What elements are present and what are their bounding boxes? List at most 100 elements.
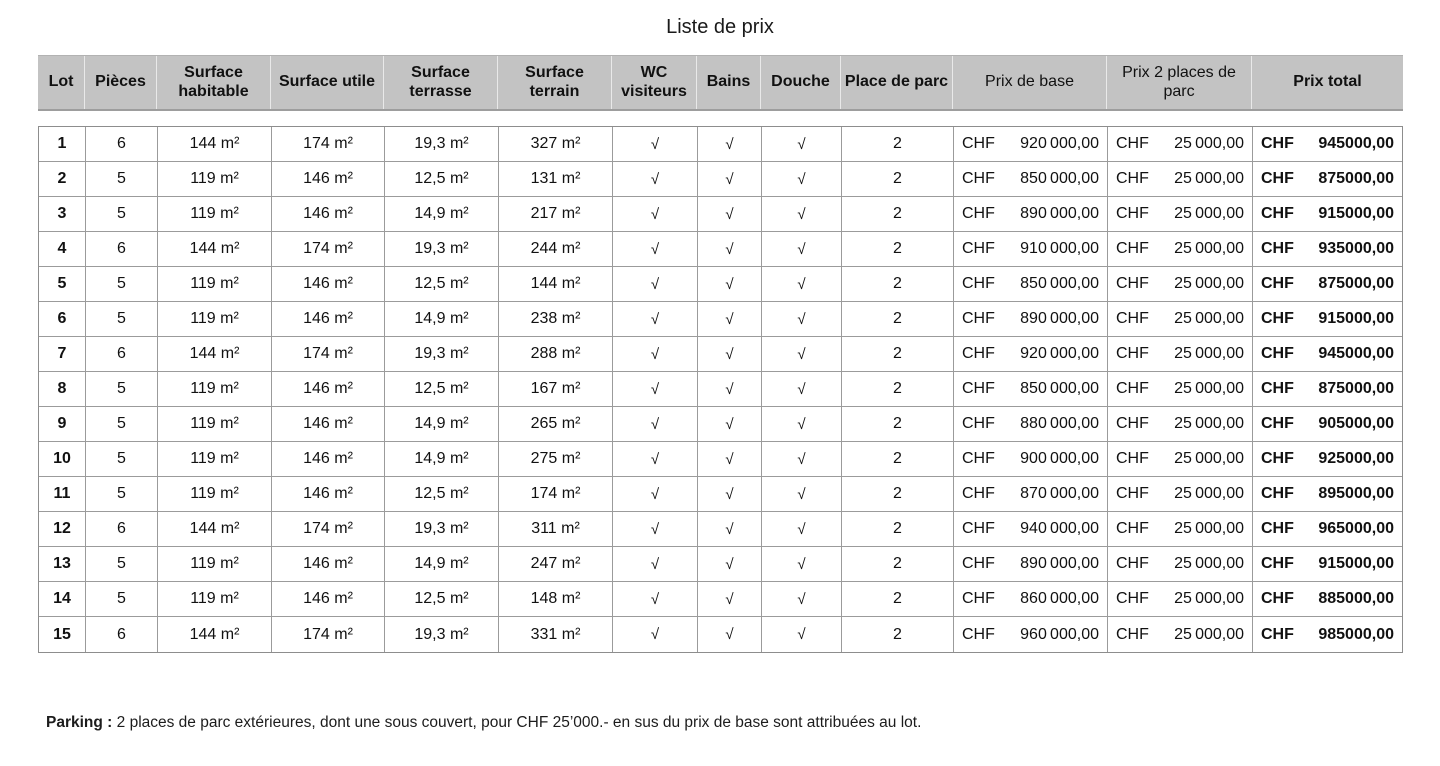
cell-lot: 13: [53, 555, 71, 572]
amount-value: 25 000,00: [1174, 275, 1244, 292]
amount-value: 890 000,00: [1020, 205, 1099, 222]
cell-place-de-parc: 2: [841, 232, 953, 266]
table-row: 6 5 119 m² 146 m² 14,9 m² 238 m² √ √ √ 2 CHF 890 00…: [39, 302, 1402, 337]
cell-pieces: 6: [85, 337, 157, 371]
cell-lot: 1: [57, 135, 67, 152]
cell-pieces: 6: [85, 512, 157, 546]
column-header-lot: Lot: [48, 73, 74, 91]
cell-surface-habitable: 119 m²: [157, 372, 271, 406]
cell-lot: 12: [53, 520, 71, 537]
amount-value: 885000,00: [1318, 590, 1394, 607]
cell-douche: √: [761, 407, 841, 441]
currency-label: CHF: [962, 345, 995, 362]
cell-surface-utile: 146 m²: [271, 162, 384, 196]
currency-label: CHF: [962, 310, 995, 327]
cell-prix-total: CHF 925000,00: [1252, 442, 1402, 476]
currency-label: CHF: [1261, 310, 1294, 327]
cell-surface-terrain: 217 m²: [498, 197, 612, 231]
currency-label: CHF: [962, 415, 995, 432]
currency-label: CHF: [1261, 555, 1294, 572]
cell-bains: √: [697, 267, 761, 301]
column-header-pieces: Pièces: [84, 56, 156, 109]
cell-prix-total: CHF 915000,00: [1252, 547, 1402, 581]
cell-lot: 11: [53, 485, 71, 502]
amount-value: 890 000,00: [1020, 310, 1099, 327]
cell-surface-terrasse: 12,5 m²: [384, 582, 498, 616]
cell-surface-terrain: 244 m²: [498, 232, 612, 266]
cell-place-de-parc: 2: [841, 127, 953, 161]
amount-value: 25 000,00: [1174, 205, 1244, 222]
amount-value: 25 000,00: [1174, 170, 1244, 187]
column-header-douche: Douche: [760, 56, 840, 109]
cell-surface-terrain: 265 m²: [498, 407, 612, 441]
amount-value: 965000,00: [1318, 520, 1394, 537]
cell-prix-2-places: CHF 25 000,00: [1107, 267, 1252, 301]
cell-surface-habitable: 144 m²: [157, 337, 271, 371]
cell-bains: √: [697, 407, 761, 441]
cell-place-de-parc: 2: [841, 547, 953, 581]
cell-surface-terrasse: 19,3 m²: [384, 232, 498, 266]
cell-place-de-parc: 2: [841, 162, 953, 196]
cell-douche: √: [761, 547, 841, 581]
cell-prix-de-base: CHF 920 000,00: [953, 337, 1107, 371]
cell-wc-visiteurs: √: [612, 512, 697, 546]
cell-pieces: 6: [85, 127, 157, 161]
cell-surface-habitable: 119 m²: [157, 442, 271, 476]
table-row: 13 5 119 m² 146 m² 14,9 m² 247 m² √ √ √ 2 CHF 890 0…: [39, 547, 1402, 582]
currency-label: CHF: [1116, 310, 1149, 327]
currency-label: CHF: [962, 170, 995, 187]
cell-prix-total: CHF 945000,00: [1252, 337, 1402, 371]
cell-surface-terrain: 288 m²: [498, 337, 612, 371]
cell-pieces: 6: [85, 232, 157, 266]
table-row: 11 5 119 m² 146 m² 12,5 m² 174 m² √ √ √ 2 CHF 870 0…: [39, 477, 1402, 512]
cell-prix-de-base: CHF 960 000,00: [953, 617, 1107, 652]
column-header-prix-2-places: Prix 2 places de parc: [1106, 56, 1251, 109]
cell-douche: √: [761, 582, 841, 616]
amount-value: 920 000,00: [1020, 345, 1099, 362]
cell-douche: √: [761, 267, 841, 301]
cell-prix-de-base: CHF 880 000,00: [953, 407, 1107, 441]
cell-douche: √: [761, 162, 841, 196]
amount-value: 875000,00: [1318, 275, 1394, 292]
table-row: 12 6 144 m² 174 m² 19,3 m² 311 m² √ √ √ 2 CHF 940 0…: [39, 512, 1402, 547]
cell-prix-de-base: CHF 890 000,00: [953, 547, 1107, 581]
amount-value: 25 000,00: [1174, 450, 1244, 467]
currency-label: CHF: [1116, 625, 1149, 643]
cell-wc-visiteurs: √: [612, 617, 697, 652]
cell-surface-utile: 146 m²: [271, 302, 384, 336]
cell-place-de-parc: 2: [841, 617, 953, 652]
currency-label: CHF: [1116, 485, 1149, 502]
amount-value: 25 000,00: [1174, 485, 1244, 502]
cell-prix-de-base: CHF 860 000,00: [953, 582, 1107, 616]
amount-value: 850 000,00: [1020, 380, 1099, 397]
table-row: 10 5 119 m² 146 m² 14,9 m² 275 m² √ √ √ 2 CHF 900 0…: [39, 442, 1402, 477]
currency-label: CHF: [1261, 380, 1294, 397]
cell-pieces: 5: [85, 547, 157, 581]
amount-value: 25 000,00: [1174, 415, 1244, 432]
cell-douche: √: [761, 442, 841, 476]
cell-prix-de-base: CHF 940 000,00: [953, 512, 1107, 546]
currency-label: CHF: [1116, 170, 1149, 187]
cell-douche: √: [761, 617, 841, 652]
currency-label: CHF: [1116, 555, 1149, 572]
amount-value: 985000,00: [1318, 625, 1394, 643]
currency-label: CHF: [1116, 380, 1149, 397]
amount-value: 935000,00: [1318, 240, 1394, 257]
cell-surface-habitable: 144 m²: [157, 232, 271, 266]
cell-surface-terrasse: 19,3 m²: [384, 337, 498, 371]
currency-label: CHF: [962, 590, 995, 607]
amount-value: 890 000,00: [1020, 555, 1099, 572]
currency-label: CHF: [1261, 450, 1294, 467]
amount-value: 25 000,00: [1174, 590, 1244, 607]
cell-surface-utile: 174 m²: [271, 617, 384, 652]
cell-lot: 7: [57, 345, 67, 362]
cell-prix-total: CHF 915000,00: [1252, 302, 1402, 336]
cell-prix-2-places: CHF 25 000,00: [1107, 372, 1252, 406]
cell-prix-total: CHF 875000,00: [1252, 267, 1402, 301]
cell-pieces: 5: [85, 407, 157, 441]
table-row: 2 5 119 m² 146 m² 12,5 m² 131 m² √ √ √ 2 CHF 850 00…: [39, 162, 1402, 197]
cell-prix-de-base: CHF 850 000,00: [953, 372, 1107, 406]
cell-surface-terrain: 327 m²: [498, 127, 612, 161]
amount-value: 870 000,00: [1020, 485, 1099, 502]
amount-value: 850 000,00: [1020, 170, 1099, 187]
